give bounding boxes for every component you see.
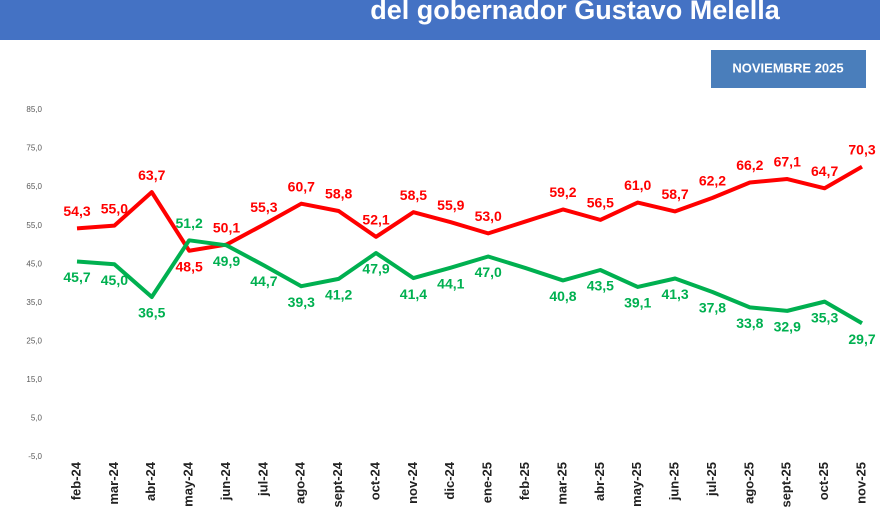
x-tick-label: nov-24 — [405, 461, 420, 504]
header-band — [0, 0, 880, 40]
series-line — [76, 164, 864, 253]
x-tick-label: mar-24 — [106, 461, 121, 504]
data-label: 63,7 — [138, 167, 165, 183]
data-label: 29,7 — [848, 331, 875, 347]
data-label: 59,2 — [549, 184, 576, 200]
data-label: 56,5 — [587, 195, 614, 211]
data-label: 62,2 — [699, 173, 726, 189]
data-label: 36,5 — [138, 305, 165, 321]
data-label: 49,9 — [213, 253, 240, 269]
x-tick-label: feb-24 — [68, 461, 83, 500]
x-tick-label: jun-25 — [667, 462, 682, 501]
x-tick-label: dic-24 — [442, 461, 457, 499]
data-label: 44,7 — [250, 273, 277, 289]
y-tick-label: 65,0 — [26, 182, 42, 191]
y-tick-label: 15,0 — [26, 375, 42, 384]
x-tick-label: nov-25 — [853, 462, 868, 504]
data-label: 43,5 — [587, 278, 614, 294]
x-tick-label: mar-25 — [554, 462, 569, 505]
x-tick-label: jul-24 — [255, 461, 270, 497]
series-line — [76, 238, 864, 325]
data-label: 44,1 — [437, 275, 464, 291]
data-label: 50,1 — [213, 219, 240, 235]
x-tick-label: sept-25 — [779, 462, 794, 508]
data-label: 41,2 — [325, 287, 352, 303]
data-label: 53,0 — [475, 208, 502, 224]
y-tick-label: 5,0 — [31, 414, 43, 423]
x-tick-label: ene-25 — [480, 462, 495, 503]
x-tick-label: ago-25 — [741, 462, 756, 504]
data-label: 60,7 — [288, 178, 315, 194]
data-label: 64,7 — [811, 163, 838, 179]
data-label: 58,7 — [661, 186, 688, 202]
data-label: 35,3 — [811, 309, 838, 325]
data-label: 55,9 — [437, 197, 464, 213]
badge-text: NOVIEMBRE 2025 — [732, 60, 843, 75]
x-tick-label: may-25 — [629, 462, 644, 507]
x-tick-label: jun-24 — [218, 461, 233, 501]
data-label: 47,0 — [475, 264, 502, 280]
data-label: 70,3 — [848, 141, 875, 157]
x-tick-label: oct-24 — [367, 461, 382, 500]
x-tick-label: sept-24 — [330, 461, 345, 507]
data-label: 41,3 — [661, 286, 688, 302]
data-label: 67,1 — [774, 154, 801, 170]
data-label: 61,0 — [624, 177, 651, 193]
data-label: 47,9 — [362, 261, 389, 277]
y-tick-label: 25,0 — [26, 336, 42, 345]
data-label: 45,7 — [63, 269, 90, 285]
data-label: 55,0 — [101, 200, 128, 216]
data-label: 51,2 — [176, 215, 203, 231]
y-tick-label: 55,0 — [26, 221, 42, 230]
data-label: 54,3 — [63, 203, 90, 219]
data-label: 33,8 — [736, 315, 763, 331]
data-label: 48,5 — [176, 258, 203, 274]
x-tick-label: oct-25 — [816, 462, 831, 500]
data-label: 37,8 — [699, 300, 726, 316]
y-tick-label: 45,0 — [26, 259, 42, 268]
x-tick-label: may-24 — [181, 461, 196, 507]
data-label: 45,0 — [101, 272, 128, 288]
x-tick-label: abr-24 — [143, 461, 158, 501]
data-label: 58,5 — [400, 187, 427, 203]
x-tick-label: jul-25 — [704, 462, 719, 497]
data-label: 32,9 — [774, 319, 801, 335]
x-tick-label: feb-25 — [517, 462, 532, 500]
y-tick-label: 35,0 — [26, 298, 42, 307]
data-label: 66,2 — [736, 157, 763, 173]
y-tick-label: 85,0 — [26, 105, 42, 114]
data-label: 39,3 — [288, 294, 315, 310]
data-label: 40,8 — [549, 288, 576, 304]
data-label: 58,8 — [325, 186, 352, 202]
badge — [711, 50, 866, 88]
x-tick-label: abr-25 — [592, 462, 607, 501]
y-tick-label: 75,0 — [26, 144, 42, 153]
y-tick-label: -5,0 — [28, 452, 42, 461]
chart-title: del gobernador Gustavo Melella — [370, 0, 781, 25]
data-label: 55,3 — [250, 199, 277, 215]
data-label: 41,4 — [400, 286, 427, 302]
data-label: 52,1 — [362, 212, 389, 228]
data-label: 39,1 — [624, 295, 651, 311]
x-tick-label: ago-24 — [293, 461, 308, 504]
